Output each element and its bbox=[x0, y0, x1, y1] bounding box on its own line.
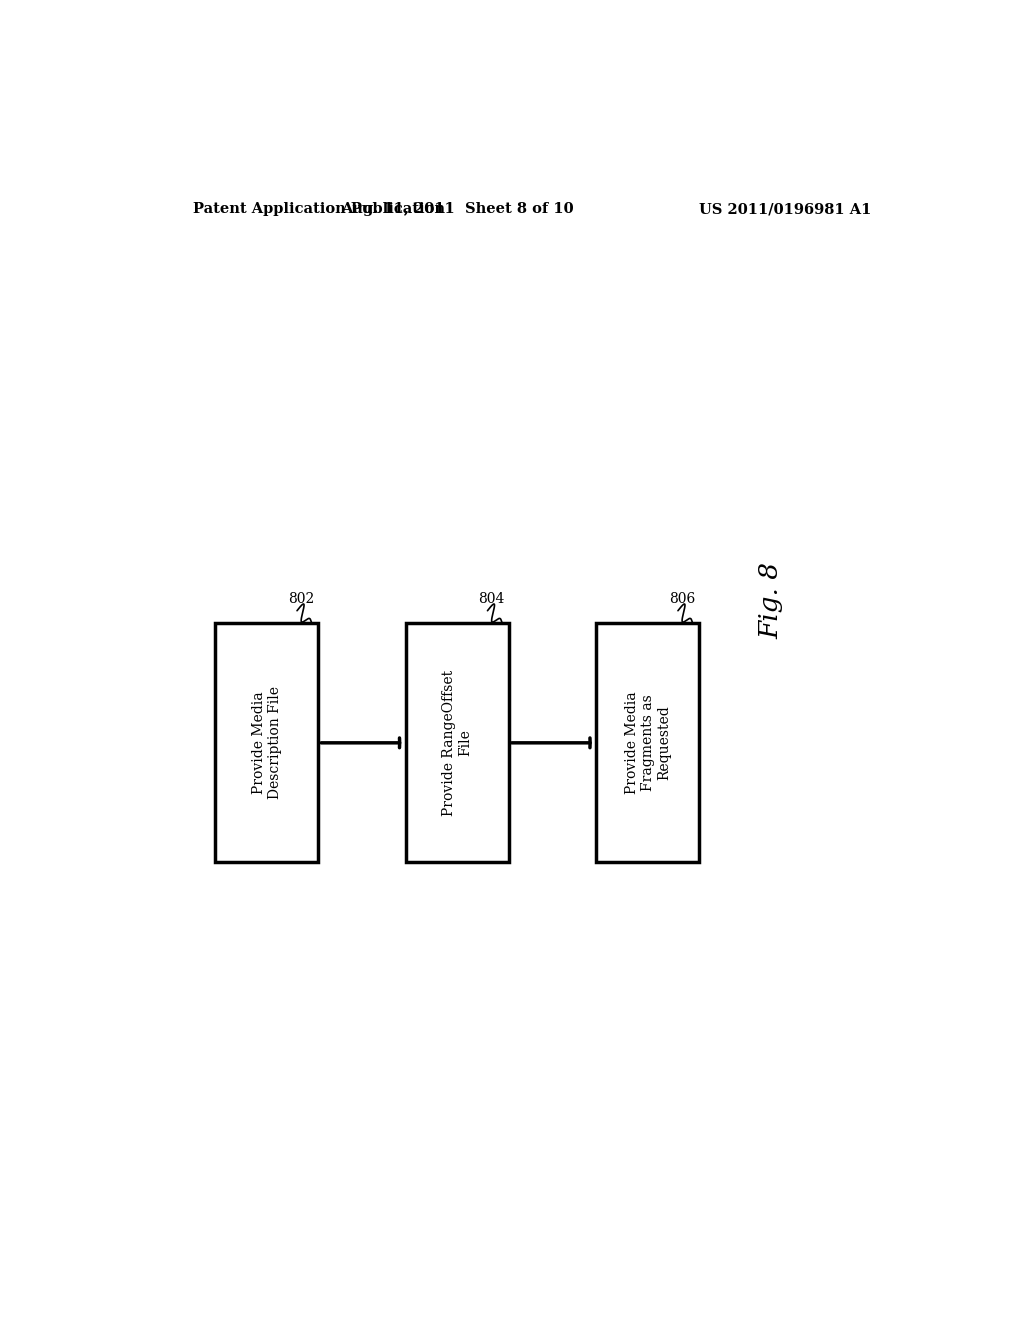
Text: Provide RangeOffset
File: Provide RangeOffset File bbox=[442, 669, 472, 816]
Text: 804: 804 bbox=[478, 591, 505, 606]
Bar bbox=[406, 623, 509, 862]
Text: Patent Application Publication: Patent Application Publication bbox=[194, 202, 445, 216]
Text: 806: 806 bbox=[669, 591, 695, 606]
Text: Provide Media
Description File: Provide Media Description File bbox=[252, 686, 282, 800]
Bar bbox=[596, 623, 699, 862]
Text: Aug. 11, 2011  Sheet 8 of 10: Aug. 11, 2011 Sheet 8 of 10 bbox=[341, 202, 573, 216]
Text: 802: 802 bbox=[288, 591, 314, 606]
Text: Fig. 8: Fig. 8 bbox=[759, 562, 783, 639]
Text: Provide Media
Fragments as
Requested: Provide Media Fragments as Requested bbox=[625, 692, 671, 795]
Bar bbox=[215, 623, 318, 862]
Text: US 2011/0196981 A1: US 2011/0196981 A1 bbox=[699, 202, 871, 216]
